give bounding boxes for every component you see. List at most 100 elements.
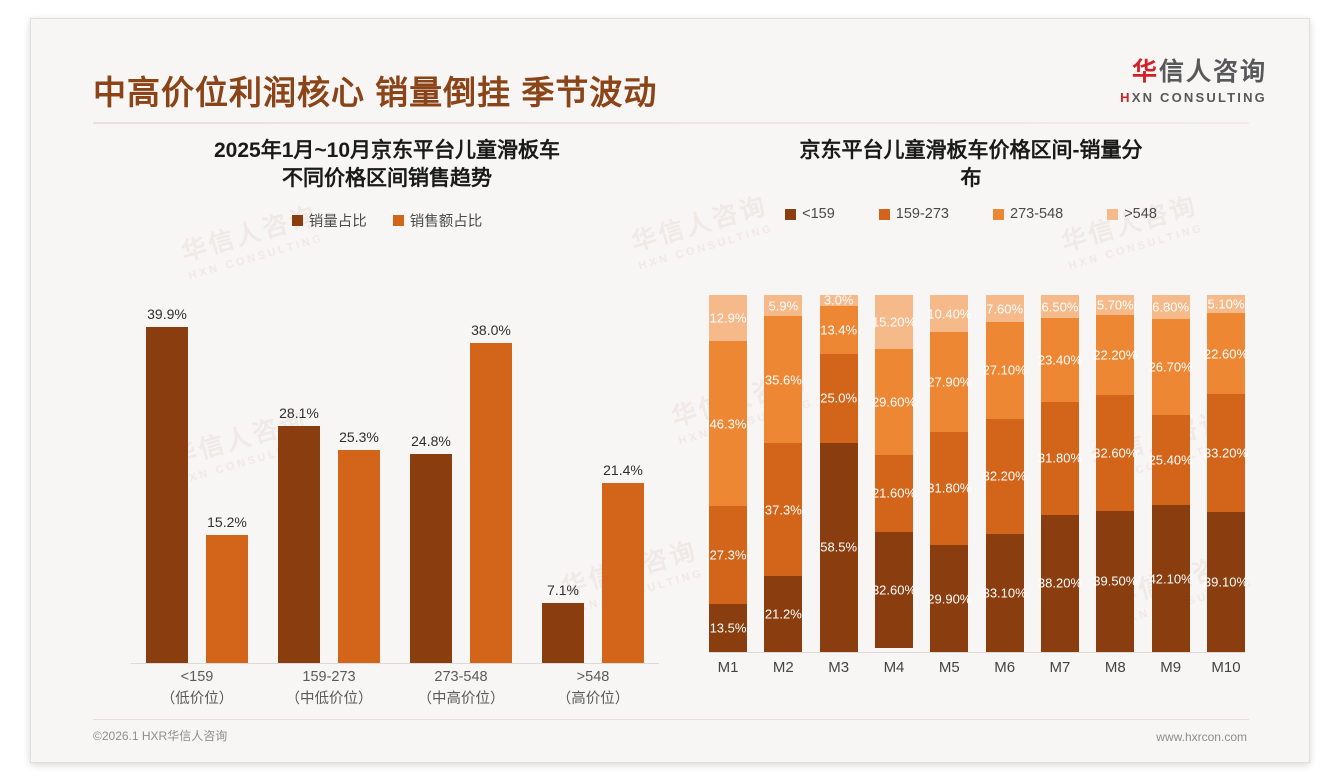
bar-column[interactable]: 38.0% bbox=[470, 309, 512, 663]
bar[interactable] bbox=[278, 426, 320, 663]
bar-column[interactable]: 25.3% bbox=[338, 309, 380, 663]
stacked-bar-segment[interactable]: 32.60% bbox=[1093, 394, 1137, 511]
bar-column[interactable]: 21.4% bbox=[602, 309, 644, 663]
stacked-bar-segment[interactable]: 6.50% bbox=[1040, 295, 1079, 319]
stacked-bar-segment[interactable]: 39.50% bbox=[1093, 510, 1138, 652]
bar-value-label: 28.1% bbox=[279, 405, 319, 422]
stacked-bar-segment[interactable]: 37.3% bbox=[764, 443, 803, 577]
bar-column[interactable]: 28.1% bbox=[278, 309, 320, 663]
stacked-bar-segment[interactable]: 29.90% bbox=[927, 545, 971, 652]
stacked-bar-segment[interactable]: 25.0% bbox=[819, 353, 858, 443]
bar-column[interactable]: 24.8% bbox=[410, 309, 452, 663]
stacked-bar-segment[interactable]: 26.70% bbox=[1149, 319, 1193, 415]
bar[interactable] bbox=[338, 449, 380, 663]
bar-column[interactable]: 15.2% bbox=[206, 309, 248, 663]
stacked-bar-segment[interactable]: 23.40% bbox=[1038, 318, 1082, 402]
stacked-bar-segment[interactable]: 25.40% bbox=[1149, 414, 1193, 506]
stacked-bar-column[interactable]: 5.9% 35.6% 37.3% 21.2% bbox=[764, 295, 803, 652]
legend-item[interactable]: 273-548 bbox=[993, 206, 1063, 222]
bar-group: 7.1% 21.4% bbox=[542, 309, 644, 663]
left-chart-legend: 销量占比 销售额占比 bbox=[91, 210, 683, 231]
stacked-bar-segment[interactable]: 32.60% bbox=[872, 532, 916, 649]
stacked-bar-segment[interactable]: 46.3% bbox=[709, 341, 747, 507]
segment-value-label: 31.80% bbox=[1037, 450, 1083, 466]
stacked-bar-column[interactable]: 10.40% 27.90% 31.80% 29.90% bbox=[927, 295, 972, 652]
x-axis-tick-sub: （中低价位） bbox=[285, 690, 373, 707]
bar[interactable] bbox=[470, 342, 512, 663]
stacked-bar-segment[interactable]: 3.0% bbox=[819, 293, 858, 308]
segment-value-label: 33.20% bbox=[1203, 445, 1248, 461]
left-chart-title: 2025年1月~10月京东平台儿童滑板车 不同价格区间销售趋势 bbox=[91, 137, 683, 192]
stacked-bar-segment[interactable]: 21.2% bbox=[764, 576, 803, 652]
x-axis-tick: 159-273 （中低价位） bbox=[264, 667, 394, 711]
stacked-bar-column[interactable]: 5.10% 22.60% 33.20% 39.10% bbox=[1203, 295, 1248, 652]
stacked-bar-segment[interactable]: 5.70% bbox=[1096, 295, 1135, 316]
stacked-bar-column[interactable]: 15.20% 29.60% 21.60% 32.60% bbox=[872, 295, 916, 652]
bar-group: 39.9% 15.2% bbox=[146, 306, 248, 663]
x-axis-tick: M8 bbox=[1104, 659, 1126, 676]
left-chart-panel: 2025年1月~10月京东平台儿童滑板车 不同价格区间销售趋势 销量占比 销售额占… bbox=[91, 137, 683, 717]
bar[interactable] bbox=[206, 534, 248, 663]
stacked-bar-segment[interactable]: 27.10% bbox=[983, 322, 1027, 419]
segment-value-label: 37.3% bbox=[764, 502, 802, 518]
segment-value-label: 5.9% bbox=[768, 298, 799, 314]
stacked-bar-segment[interactable]: 22.20% bbox=[1093, 315, 1137, 395]
bar[interactable] bbox=[146, 326, 188, 663]
stacked-bar-segment[interactable]: 39.10% bbox=[1204, 512, 1248, 652]
stacked-bar-segment[interactable]: 22.60% bbox=[1204, 313, 1248, 394]
segment-value-label: 7.60% bbox=[986, 301, 1024, 317]
x-axis-tick-sub: （中高价位） bbox=[417, 690, 505, 707]
stacked-bar-segment[interactable]: 7.60% bbox=[985, 295, 1024, 323]
stacked-bar-segment[interactable]: 12.9% bbox=[709, 295, 747, 342]
bar[interactable] bbox=[542, 603, 584, 663]
stacked-bar-segment[interactable]: 33.20% bbox=[1203, 393, 1248, 513]
logo-chinese-text: 华信人咨询 bbox=[1120, 58, 1267, 87]
stacked-bar-segment[interactable]: 38.20% bbox=[1038, 515, 1082, 652]
stacked-bar-column[interactable]: 12.9% 46.3% 27.3% 13.5% bbox=[709, 295, 747, 652]
stacked-bar-segment[interactable]: 13.5% bbox=[709, 603, 747, 652]
stacked-bar-segment[interactable]: 15.20% bbox=[872, 295, 916, 350]
stacked-bar-column[interactable]: 6.50% 23.40% 31.80% 38.20% bbox=[1037, 295, 1083, 652]
stacked-bar-segment[interactable]: 21.60% bbox=[872, 454, 916, 533]
stacked-bar-segment[interactable]: 33.10% bbox=[983, 533, 1027, 652]
bar-column[interactable]: 7.1% bbox=[542, 309, 584, 663]
segment-value-label: 27.90% bbox=[927, 374, 972, 390]
stacked-bar-column[interactable]: 3.0% 13.4% 25.0% 58.5% bbox=[819, 293, 858, 652]
segment-value-label: 39.50% bbox=[1093, 573, 1138, 589]
stacked-bar-segment[interactable]: 31.80% bbox=[927, 431, 972, 546]
stacked-bar-column[interactable]: 5.70% 22.20% 32.60% 39.50% bbox=[1093, 295, 1138, 652]
stacked-bar-segment[interactable]: 27.3% bbox=[709, 506, 747, 604]
bar[interactable] bbox=[602, 482, 644, 663]
legend-swatch-icon bbox=[291, 215, 303, 227]
bar-column[interactable]: 39.9% bbox=[146, 306, 188, 663]
legend-item[interactable]: >548 bbox=[1107, 206, 1157, 222]
legend-item[interactable]: 销量占比 bbox=[291, 210, 367, 231]
stacked-bar-column[interactable]: 6.80% 26.70% 25.40% 42.10% bbox=[1149, 295, 1193, 652]
stacked-bar-segment[interactable]: 5.10% bbox=[1206, 295, 1245, 314]
stacked-bar-segment[interactable]: 10.40% bbox=[927, 295, 971, 333]
stacked-bar-column[interactable]: 7.60% 27.10% 32.20% 33.10% bbox=[983, 295, 1027, 652]
legend-swatch-icon bbox=[878, 208, 890, 220]
legend-item[interactable]: 销售额占比 bbox=[392, 210, 482, 231]
stacked-bar-segment[interactable]: 58.5% bbox=[819, 442, 858, 652]
stacked-bar-segment[interactable]: 42.10% bbox=[1149, 505, 1193, 652]
stacked-bar-segment[interactable]: 32.20% bbox=[983, 418, 1027, 534]
page-title: 中高价位利润核心 销量倒挂 季节波动 bbox=[93, 74, 658, 111]
stacked-bar-segment[interactable]: 31.80% bbox=[1037, 401, 1083, 516]
logo-english-text: HXN CONSULTING bbox=[1120, 90, 1267, 105]
segment-value-label: 31.80% bbox=[927, 480, 972, 496]
segment-value-label: 27.3% bbox=[709, 547, 747, 563]
legend-item[interactable]: <159 bbox=[785, 206, 835, 222]
stacked-bar-segment[interactable]: 29.60% bbox=[872, 349, 916, 455]
stacked-bar-segment[interactable]: 13.4% bbox=[819, 305, 858, 354]
stacked-bar-segment[interactable]: 6.80% bbox=[1151, 295, 1190, 320]
stacked-bar-segment[interactable]: 35.6% bbox=[764, 316, 803, 444]
stacked-bar-segment[interactable]: 5.9% bbox=[764, 295, 803, 317]
legend-item[interactable]: 159-273 bbox=[878, 206, 949, 222]
stacked-bar-segment[interactable]: 27.90% bbox=[927, 332, 972, 432]
x-axis-tick-main: 273-548 bbox=[434, 669, 488, 685]
bar-value-label: 38.0% bbox=[471, 321, 511, 338]
bar[interactable] bbox=[410, 453, 452, 663]
segment-value-label: 46.3% bbox=[709, 416, 747, 432]
x-axis-tick-main: >548 bbox=[576, 669, 610, 685]
